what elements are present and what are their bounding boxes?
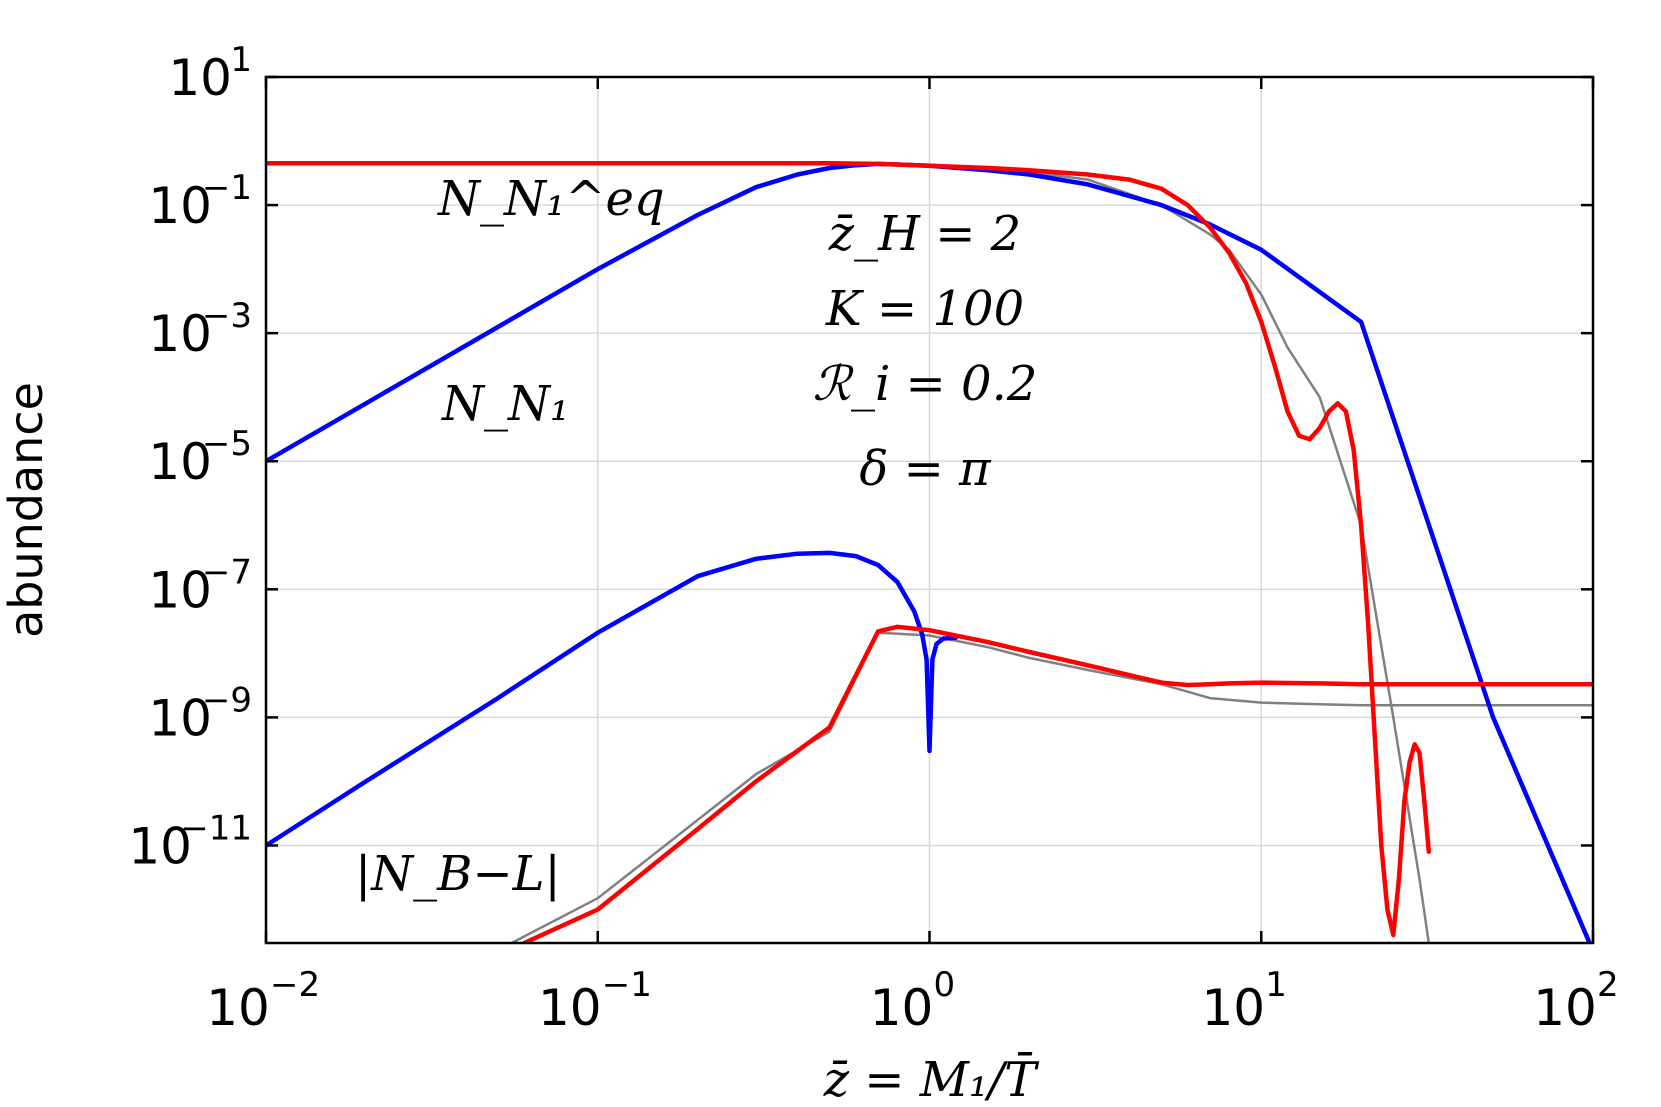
x-tick-base: 10 — [1201, 979, 1265, 1037]
series-line — [510, 631, 1593, 943]
y-tick-base: 10 — [148, 305, 212, 363]
param-delta: δ = π — [859, 441, 992, 497]
x-tick-base: 10 — [538, 979, 602, 1037]
x-tick-exponent: −1 — [602, 965, 652, 1005]
x-tick-label: 10 0 — [870, 965, 955, 1037]
param-ri: ℛ_i = 0.2 — [813, 356, 1038, 412]
x-axis-label: z̄ = M₁/T̄ — [823, 1050, 1040, 1107]
y-tick-exponent: −11 — [180, 808, 252, 848]
y-tick-label: −910 — [148, 680, 252, 747]
label-n-n1: N_N₁ — [441, 376, 569, 432]
x-tick-exponent: −2 — [270, 965, 320, 1005]
x-tick-exponent: 0 — [934, 965, 956, 1005]
y-tick-exponent: −3 — [202, 296, 252, 336]
y-tick-base: 10 — [148, 177, 212, 235]
param-zh: z̄_H = 2 — [828, 206, 1021, 262]
y-tick-exponent: −5 — [202, 424, 252, 464]
label-n-eq: N_N₁^eq — [437, 171, 665, 227]
y-tick-base: 10 — [128, 817, 192, 875]
y-tick-label: −510 — [148, 424, 252, 491]
y-tick-exponent: −7 — [202, 552, 252, 592]
series-line — [266, 550, 959, 848]
ticks: 10 −2 10 −1 10 0 10 1 10 2110−110−310−510−710−910… — [128, 40, 1618, 1037]
y-tick-label: −710 — [148, 552, 252, 619]
y-tick-base: 10 — [148, 561, 212, 619]
x-tick-label: 10 −2 — [206, 965, 320, 1037]
x-tick-label: 10 2 — [1533, 965, 1618, 1037]
axis-labels: abundance z̄ = M₁/T̄ — [0, 382, 1039, 1107]
y-tick-label: −110 — [148, 168, 252, 235]
param-k: K = 100 — [825, 281, 1024, 337]
series-line — [521, 624, 1593, 943]
y-tick-base: 10 — [168, 49, 232, 107]
x-tick-base: 10 — [1533, 979, 1597, 1037]
label-nbl: |N_B−L| — [355, 846, 561, 902]
x-tick-base: 10 — [870, 979, 934, 1037]
y-tick-exponent: −1 — [202, 168, 252, 208]
y-tick-exponent: −9 — [202, 680, 252, 720]
x-tick-base: 10 — [206, 979, 270, 1037]
y-tick-exponent: 1 — [230, 40, 252, 80]
series-layer — [266, 160, 1593, 943]
annotations: z̄_H = 2 K = 100 ℛ_i = 0.2 δ = π N_N₁^eq… — [355, 171, 1037, 902]
series-line — [266, 160, 1432, 938]
y-tick-label: 110 — [168, 40, 252, 107]
y-axis-label: abundance — [0, 382, 53, 638]
x-tick-label: 10 −1 — [538, 965, 652, 1037]
y-tick-base: 10 — [148, 689, 212, 747]
y-tick-base: 10 — [148, 433, 212, 491]
x-tick-exponent: 2 — [1597, 965, 1619, 1005]
y-tick-label: −310 — [148, 296, 252, 363]
x-tick-label: 10 1 — [1201, 965, 1286, 1037]
x-tick-exponent: 1 — [1265, 965, 1287, 1005]
